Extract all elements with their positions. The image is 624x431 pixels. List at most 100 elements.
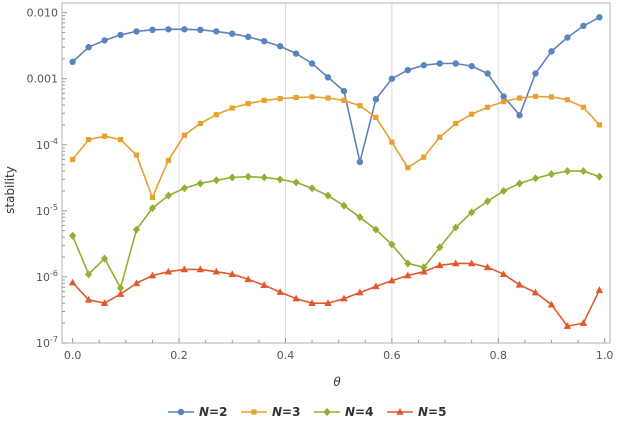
data-point [292, 178, 300, 187]
y-axis-label: stability [3, 166, 17, 214]
legend-item: N=3 [241, 405, 300, 419]
data-point [324, 191, 332, 200]
series-5 [68, 259, 604, 329]
legend-label: N=3 [272, 405, 300, 419]
data-point [181, 132, 187, 138]
legend-item: N=2 [168, 405, 227, 419]
x-axis-ticks: 0.0 0.2 0.4 0.6 0.8 1.0 [64, 338, 613, 362]
data-point [596, 122, 602, 128]
data-point [149, 194, 156, 200]
data-point [547, 170, 556, 179]
data-point [261, 97, 267, 103]
data-point [181, 26, 188, 33]
data-point [132, 279, 141, 287]
data-point [436, 243, 444, 252]
data-point [308, 184, 316, 193]
x-tick-label: 0.6 [383, 349, 401, 362]
data-point [117, 31, 124, 39]
data-point [579, 167, 587, 176]
data-point [356, 213, 364, 222]
data-point [212, 267, 221, 275]
data-point [484, 70, 491, 77]
data-point [180, 184, 188, 193]
data-point [260, 281, 268, 288]
data-point [452, 60, 459, 67]
data-point [292, 50, 300, 57]
data-point [69, 231, 77, 240]
data-point [69, 58, 76, 66]
data-point [419, 267, 428, 275]
data-point [308, 60, 316, 67]
data-point [213, 28, 220, 35]
data-point [340, 201, 348, 210]
data-point [467, 259, 476, 267]
series-3 [70, 93, 602, 200]
data-point [276, 175, 284, 184]
data-point [101, 37, 108, 44]
legend: N=2 N=3 N=4 N=5 [168, 405, 446, 419]
data-point [213, 112, 219, 118]
data-point [404, 259, 412, 268]
data-point [532, 70, 539, 77]
data-point [309, 94, 315, 100]
data-point [580, 104, 586, 110]
data-point [483, 263, 492, 271]
series-group [68, 14, 604, 329]
data-point [228, 270, 237, 277]
data-point [469, 111, 475, 117]
data-point [595, 172, 603, 181]
x-axis-label: θ [333, 375, 341, 389]
data-point [373, 114, 379, 120]
data-point [85, 270, 93, 279]
data-point [117, 136, 124, 143]
data-point [229, 30, 236, 37]
data-point [356, 288, 364, 296]
legend-label: N=5 [418, 405, 446, 419]
data-point [500, 99, 507, 105]
data-point [70, 156, 76, 163]
x-tick-label: 0.4 [277, 349, 295, 362]
series-line [72, 262, 601, 327]
data-point [499, 186, 508, 195]
data-point [563, 322, 572, 329]
data-point [388, 75, 396, 82]
data-point [580, 22, 587, 30]
data-point [245, 33, 252, 41]
data-point [133, 152, 140, 158]
data-point [396, 408, 404, 415]
data-point [548, 94, 555, 100]
plot-frame [61, 2, 611, 344]
data-point [372, 95, 380, 103]
data-point [116, 283, 125, 292]
data-point [564, 34, 571, 41]
data-point [324, 74, 332, 81]
data-point [148, 271, 157, 279]
data-point [133, 28, 140, 35]
data-point [436, 60, 443, 67]
data-point [165, 26, 172, 33]
data-point [500, 93, 507, 100]
data-point [420, 62, 427, 69]
data-point [372, 225, 380, 234]
data-point [180, 265, 189, 273]
x-tick-label: 0.2 [170, 349, 188, 362]
data-point [404, 66, 412, 74]
data-point [532, 93, 539, 100]
data-point [389, 139, 395, 145]
data-point [452, 223, 460, 232]
y-tick-label: 10-4 [36, 137, 58, 152]
series-line [71, 170, 600, 291]
data-point [515, 280, 524, 288]
y-tick-label: 0.010 [27, 7, 59, 20]
legend-label: N=2 [199, 405, 227, 419]
data-point [404, 271, 412, 279]
legend-item: N=4 [314, 405, 373, 419]
data-point [244, 275, 253, 283]
data-point [197, 120, 203, 127]
data-point [197, 26, 204, 34]
data-point [177, 408, 185, 416]
data-point [196, 265, 205, 273]
data-point [548, 48, 555, 55]
data-point [277, 96, 283, 102]
data-point [372, 282, 380, 290]
